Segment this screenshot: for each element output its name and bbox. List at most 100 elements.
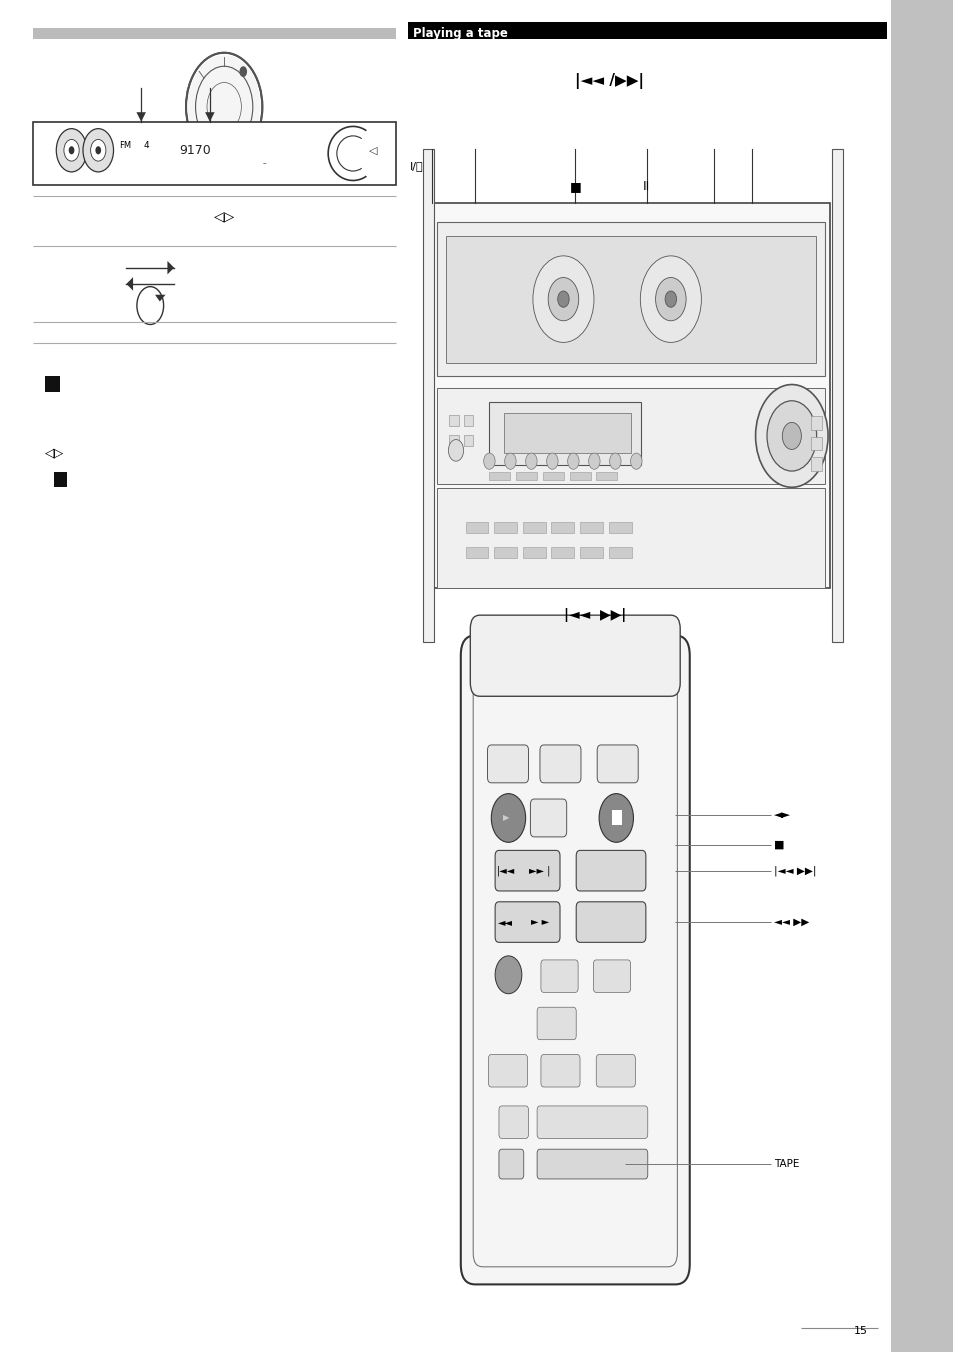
Bar bbox=[463, 415, 473, 426]
Circle shape bbox=[95, 146, 101, 154]
Circle shape bbox=[598, 794, 633, 842]
Text: |◄◄ ▶▶|: |◄◄ ▶▶| bbox=[773, 865, 816, 876]
Text: ■: ■ bbox=[569, 180, 580, 193]
Bar bbox=[522, 548, 545, 558]
Circle shape bbox=[609, 453, 620, 469]
Circle shape bbox=[525, 453, 537, 469]
Bar bbox=[494, 548, 517, 558]
FancyBboxPatch shape bbox=[498, 1149, 523, 1179]
Bar bbox=[436, 488, 824, 588]
Text: ◄◄ ▶▶: ◄◄ ▶▶ bbox=[773, 917, 808, 927]
Text: ◄◄: ◄◄ bbox=[497, 917, 513, 927]
Circle shape bbox=[64, 139, 79, 161]
Circle shape bbox=[781, 422, 801, 449]
Circle shape bbox=[639, 256, 700, 342]
Bar bbox=[608, 522, 631, 533]
Bar bbox=[608, 548, 631, 558]
Text: II: II bbox=[642, 180, 650, 193]
Bar bbox=[408, 22, 886, 39]
Text: 15: 15 bbox=[853, 1326, 867, 1336]
Text: 9170: 9170 bbox=[179, 143, 212, 157]
Circle shape bbox=[83, 128, 113, 172]
Circle shape bbox=[546, 453, 558, 469]
FancyBboxPatch shape bbox=[432, 203, 829, 588]
Text: ▶: ▶ bbox=[502, 814, 509, 822]
Circle shape bbox=[588, 453, 599, 469]
Bar bbox=[810, 437, 821, 450]
Bar bbox=[33, 122, 395, 185]
Text: |◄◄: |◄◄ bbox=[496, 865, 515, 876]
Bar bbox=[449, 435, 458, 446]
Text: ◁▷: ◁▷ bbox=[213, 210, 234, 223]
FancyBboxPatch shape bbox=[540, 960, 578, 992]
FancyBboxPatch shape bbox=[593, 960, 630, 992]
Circle shape bbox=[56, 128, 87, 172]
Circle shape bbox=[448, 439, 463, 461]
Bar bbox=[33, 28, 395, 39]
Bar bbox=[596, 472, 617, 480]
Circle shape bbox=[664, 291, 676, 307]
Circle shape bbox=[188, 55, 260, 158]
FancyBboxPatch shape bbox=[470, 615, 679, 696]
FancyBboxPatch shape bbox=[537, 1149, 647, 1179]
FancyBboxPatch shape bbox=[576, 902, 645, 942]
FancyBboxPatch shape bbox=[495, 850, 559, 891]
Circle shape bbox=[533, 256, 594, 342]
Bar bbox=[463, 435, 473, 446]
FancyBboxPatch shape bbox=[596, 1055, 635, 1087]
FancyBboxPatch shape bbox=[530, 799, 566, 837]
FancyBboxPatch shape bbox=[537, 1106, 647, 1138]
FancyBboxPatch shape bbox=[487, 745, 528, 783]
Bar bbox=[611, 810, 621, 825]
Bar bbox=[465, 548, 488, 558]
Text: ■: ■ bbox=[773, 840, 783, 850]
Bar bbox=[810, 457, 821, 470]
Polygon shape bbox=[154, 295, 166, 301]
Bar bbox=[551, 548, 574, 558]
Bar bbox=[489, 402, 639, 465]
Circle shape bbox=[655, 277, 685, 320]
Text: 4: 4 bbox=[144, 142, 150, 150]
Bar bbox=[489, 472, 510, 480]
FancyBboxPatch shape bbox=[576, 850, 645, 891]
Circle shape bbox=[239, 66, 247, 77]
Text: ◄►: ◄► bbox=[773, 810, 790, 821]
Bar bbox=[542, 472, 563, 480]
Polygon shape bbox=[126, 277, 132, 291]
Text: I/⏻: I/⏻ bbox=[410, 161, 423, 172]
Circle shape bbox=[766, 400, 816, 470]
FancyBboxPatch shape bbox=[539, 745, 580, 783]
Bar bbox=[54, 472, 67, 487]
Text: –: – bbox=[262, 160, 266, 166]
Bar bbox=[579, 522, 602, 533]
Text: Playing a tape: Playing a tape bbox=[413, 27, 507, 41]
Circle shape bbox=[69, 146, 74, 154]
Circle shape bbox=[491, 794, 525, 842]
FancyBboxPatch shape bbox=[540, 1055, 579, 1087]
Polygon shape bbox=[205, 112, 214, 122]
Bar bbox=[579, 548, 602, 558]
Bar bbox=[436, 388, 824, 484]
Polygon shape bbox=[136, 112, 146, 122]
FancyBboxPatch shape bbox=[495, 902, 559, 942]
Text: TAPE: TAPE bbox=[773, 1159, 799, 1169]
Text: ◁▷: ◁▷ bbox=[45, 446, 64, 460]
Bar bbox=[503, 412, 630, 453]
Circle shape bbox=[755, 384, 827, 487]
Text: ◁: ◁ bbox=[369, 145, 377, 155]
FancyBboxPatch shape bbox=[498, 1106, 528, 1138]
Circle shape bbox=[91, 139, 106, 161]
Bar bbox=[449, 415, 458, 426]
Text: ► ►: ► ► bbox=[531, 917, 548, 927]
Bar bbox=[494, 522, 517, 533]
FancyBboxPatch shape bbox=[831, 149, 842, 642]
Circle shape bbox=[495, 956, 521, 994]
Circle shape bbox=[558, 291, 569, 307]
FancyBboxPatch shape bbox=[422, 149, 434, 642]
Bar bbox=[890, 0, 953, 1352]
FancyBboxPatch shape bbox=[460, 635, 689, 1284]
Bar bbox=[810, 416, 821, 430]
Circle shape bbox=[548, 277, 578, 320]
FancyBboxPatch shape bbox=[488, 1055, 527, 1087]
Circle shape bbox=[630, 453, 641, 469]
